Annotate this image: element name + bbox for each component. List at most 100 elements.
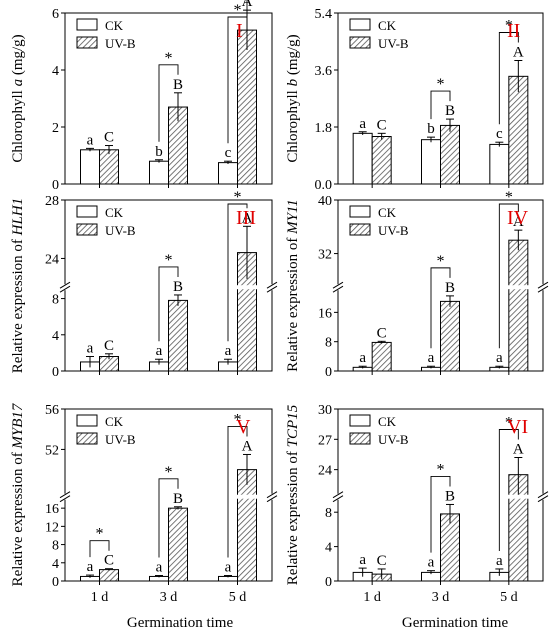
y-tick-label: 8 — [52, 293, 59, 308]
significance-letter-ck: a — [156, 560, 163, 576]
y-axis-label-part: Chlorophyll — [285, 86, 301, 162]
significance-letter-uvb: C — [377, 117, 387, 133]
significance-star: * — [505, 189, 513, 206]
significance-letter-uvb: C — [104, 338, 114, 354]
legend-label-uvb: UV-B — [105, 432, 136, 447]
bar-ck — [218, 162, 238, 185]
y-axis-label-part: HLH1 — [10, 198, 26, 237]
significance-star: * — [96, 526, 104, 543]
axis-break-mark — [266, 495, 278, 503]
significance-bracket — [89, 540, 110, 558]
legend-label-uvb: UV-B — [378, 36, 409, 51]
significance-letter-uvb: B — [445, 103, 455, 119]
significance-bracket — [158, 64, 179, 142]
significance-star: * — [505, 18, 513, 35]
y-tick-label: 30 — [318, 403, 332, 418]
panel-label: III — [236, 207, 256, 229]
y-tick-label: 4 — [52, 557, 59, 572]
y-tick-label: 24 — [318, 464, 332, 479]
y-tick-label: 8 — [52, 539, 59, 554]
bar-ck — [421, 139, 441, 185]
axis-break-mark — [266, 281, 278, 289]
bar-ck — [352, 132, 373, 185]
y-tick-label: 24 — [45, 252, 59, 267]
significance-letter-uvb: A — [242, 210, 253, 226]
legend-swatch-ck — [349, 414, 371, 427]
significance-star: * — [165, 50, 173, 67]
legend-swatch-ck — [349, 18, 371, 31]
y-tick-label: 1.8 — [315, 121, 333, 136]
significance-bracket — [430, 476, 451, 553]
legend-label-ck: CK — [105, 414, 124, 429]
y-tick-label: 32 — [318, 248, 332, 263]
y-axis-label-part: TCP15 — [285, 404, 301, 447]
significance-bracket — [158, 478, 179, 558]
y-tick-label: 12 — [45, 520, 59, 535]
significance-letter-ck: a — [225, 560, 232, 576]
y-axis-label-part: Relative expression of — [285, 447, 301, 585]
y-axis-label: Chlorophyll b (mg/g) — [285, 34, 301, 162]
legend-swatch-ck — [76, 18, 98, 31]
bar-uvb — [440, 513, 460, 582]
significance-bracket — [158, 266, 179, 342]
significance-letter-uvb: C — [377, 325, 387, 341]
x-tick-label: 5 d — [229, 590, 247, 605]
significance-star: * — [234, 411, 242, 428]
legend-swatch-uvb — [76, 36, 98, 49]
y-tick-label: 3.6 — [315, 64, 333, 79]
legend-label-uvb: UV-B — [105, 223, 136, 238]
x-tick-label: 1 d — [91, 590, 109, 605]
axis-break-gap — [539, 284, 547, 291]
significance-star: * — [437, 461, 445, 478]
axis-break-mark — [537, 285, 549, 293]
panel-label: V — [236, 416, 251, 438]
significance-letter-ck: a — [156, 343, 163, 359]
axis-break-mark — [266, 491, 278, 499]
y-tick-label: 28 — [45, 194, 59, 209]
y-tick-label: 52 — [45, 443, 59, 458]
y-tick-label: 8 — [325, 336, 332, 351]
significance-bracket — [227, 203, 248, 342]
y-axis-label: Relative expression of MYB17 — [10, 402, 26, 586]
significance-letter-ck: a — [359, 350, 366, 366]
y-tick-label: 0 — [52, 178, 59, 193]
significance-star: * — [234, 2, 242, 19]
significance-star: * — [165, 464, 173, 481]
y-tick-label: 8 — [325, 506, 332, 521]
x-tick-label: 1 d — [363, 590, 381, 605]
legend-label-ck: CK — [378, 205, 397, 220]
bar-break-gap — [507, 285, 529, 290]
panel-label: VI — [507, 416, 528, 438]
significance-letter-ck: a — [87, 559, 94, 575]
x-tick-label: 3 d — [160, 590, 178, 605]
bar-uvb — [168, 507, 188, 582]
legend-label-uvb: UV-B — [105, 36, 136, 51]
y-tick-label: 56 — [45, 403, 59, 418]
y-axis-label-part: MYB17 — [10, 402, 26, 450]
significance-letter-ck: a — [428, 555, 435, 571]
bar-uvb — [371, 341, 392, 372]
legend-swatch-ck — [349, 205, 371, 218]
legend-swatch-ck — [76, 414, 98, 427]
y-axis-label-part: a — [10, 79, 26, 87]
significance-letter-uvb: C — [104, 553, 114, 569]
bar-ck — [149, 160, 169, 185]
axis-break-mark — [332, 285, 344, 293]
legend-swatch-ck — [76, 205, 98, 218]
significance-bracket — [498, 429, 519, 551]
y-axis-label-part: (mg/g) — [10, 34, 26, 79]
legend-label-ck: CK — [378, 18, 397, 33]
y-axis-label-part: Relative expression of — [10, 235, 26, 373]
significance-letter-ck: a — [428, 350, 435, 366]
axis-break-gap — [61, 284, 69, 291]
y-tick-label: 5.4 — [315, 7, 333, 22]
x-axis-label-right: Germination time — [402, 615, 509, 631]
legend-label-uvb: UV-B — [378, 432, 409, 447]
significance-letter-ck: c — [496, 126, 503, 142]
bar-ck — [80, 149, 100, 185]
axis-break-mark — [59, 491, 71, 499]
